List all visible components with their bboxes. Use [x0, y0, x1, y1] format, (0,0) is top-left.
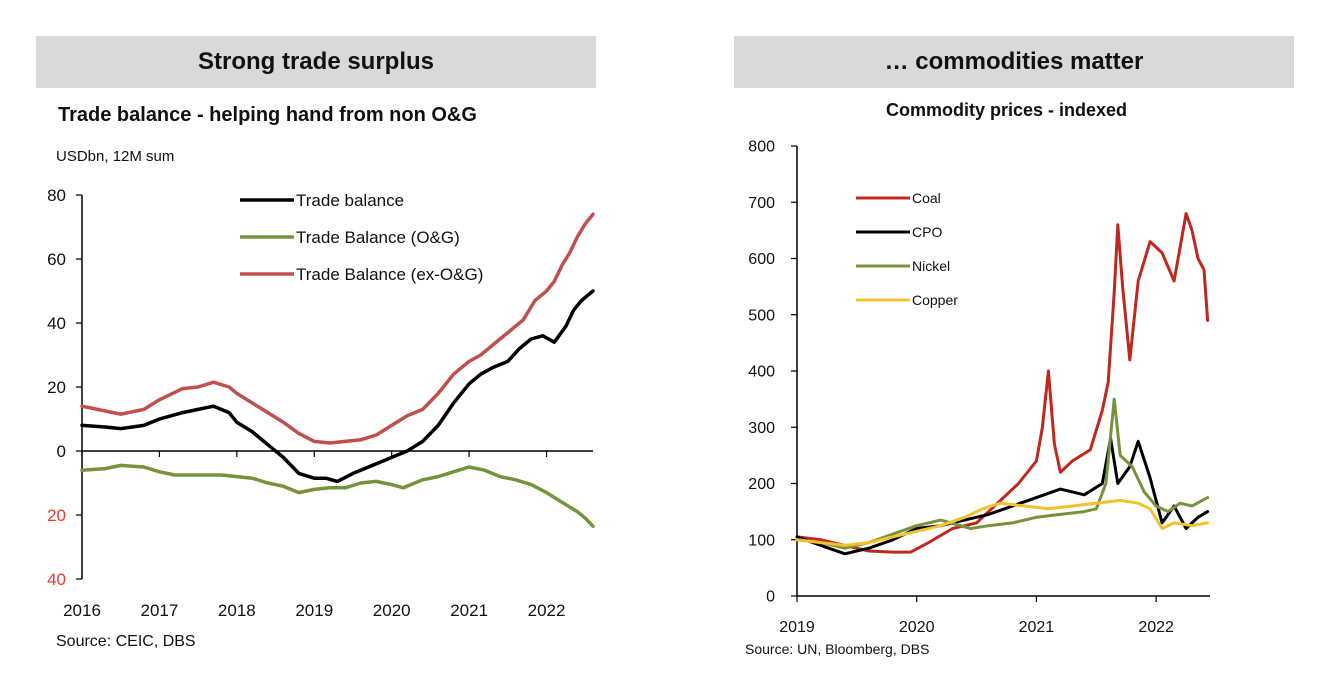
y-tick-label: 60 [47, 250, 66, 269]
series-line-cpo [795, 437, 1210, 556]
y-tick-label: 500 [748, 307, 775, 324]
y-tick-label: 400 [748, 364, 775, 381]
x-tick-label: 2022 [528, 601, 566, 620]
series-line-trade-balance [80, 289, 595, 484]
x-tick-label: 2019 [779, 619, 815, 636]
y-tick-label: 100 [748, 532, 775, 549]
x-tick-label: 2021 [1019, 619, 1055, 636]
x-tick-label: 2019 [295, 601, 333, 620]
left-panel-header-text: Strong trade surplus [197, 48, 435, 75]
right-panel-header-text: … commodities matter [884, 48, 1144, 75]
legend-label-trade-balance: Trade balance [296, 191, 404, 210]
x-tick-label: 2018 [218, 601, 256, 620]
series-line-coal [795, 212, 1210, 554]
x-tick-label: 2020 [373, 601, 411, 620]
y-tick-label: 600 [748, 251, 775, 268]
y-tick-label: 0 [766, 589, 775, 606]
x-tick-label: 2021 [450, 601, 488, 620]
y-tick-label: 800 [748, 139, 775, 156]
y-tick-label: 300 [748, 420, 775, 437]
y-tick-label: 20 [47, 506, 66, 525]
series-line-nickel [795, 397, 1210, 550]
y-tick-label: 40 [47, 314, 66, 333]
legend-label-cpo: CPO [912, 224, 942, 240]
series-line-copper [795, 498, 1210, 547]
y-tick-label: 0 [57, 442, 66, 461]
x-tick-label: 2017 [141, 601, 179, 620]
right-chart-title: Commodity prices - indexed [886, 100, 1128, 120]
y-tick-label: 20 [47, 378, 66, 397]
legend-label-coal: Coal [912, 190, 941, 206]
right-panel-header: … commodities matter [734, 36, 1294, 88]
x-tick-label: 2016 [63, 601, 101, 620]
legend-label-copper: Copper [912, 292, 958, 308]
right-source-note: Source: UN, Bloomberg, DBS [745, 641, 930, 657]
legend-label-nickel: Nickel [912, 258, 950, 274]
legend-label-trade-balance-o-g: Trade Balance (O&G) [296, 228, 460, 247]
left-panel-header: Strong trade surplus [36, 36, 596, 88]
x-tick-label: 2022 [1138, 619, 1174, 636]
series-line-trade-balance-ex-o-g [80, 212, 595, 445]
left-y-unit-label: USDbn, 12M sum [56, 148, 175, 165]
y-tick-label: 80 [47, 186, 66, 205]
y-tick-label: 40 [47, 570, 66, 589]
series-line-trade-balance-o-g [80, 463, 595, 528]
y-tick-label: 200 [748, 476, 775, 493]
y-tick-label: 700 [748, 195, 775, 212]
left-chart-title: Trade balance - helping hand from non O&… [58, 104, 477, 126]
x-tick-label: 2020 [899, 619, 935, 636]
legend-label-trade-balance-ex-o-g: Trade Balance (ex-O&G) [296, 265, 483, 284]
left-source-note: Source: CEIC, DBS [56, 633, 196, 650]
